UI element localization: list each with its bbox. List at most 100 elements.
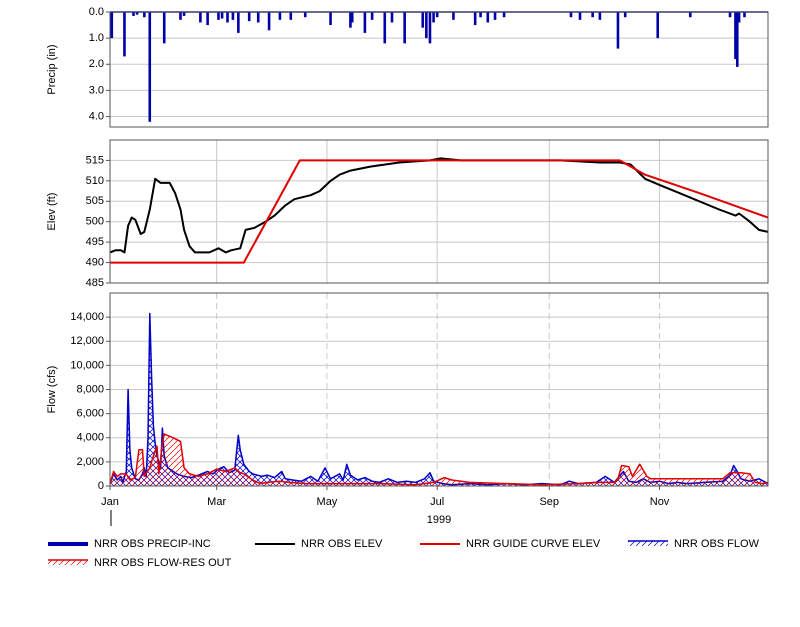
bar bbox=[132, 12, 135, 16]
bar bbox=[743, 12, 746, 18]
bar bbox=[217, 12, 220, 20]
bar bbox=[123, 12, 126, 57]
bar bbox=[728, 12, 732, 18]
y-tick-label: 1.0 bbox=[89, 32, 104, 44]
bar bbox=[256, 12, 260, 23]
y-tick-label: 510 bbox=[86, 175, 104, 187]
y-axis-label: Elev (ft) bbox=[46, 193, 58, 231]
y-tick-label: 3.0 bbox=[89, 84, 104, 96]
x-tick-label: Mar bbox=[207, 496, 226, 508]
bar bbox=[428, 12, 432, 44]
legend-label: NRR OBS PRECIP-INC bbox=[94, 538, 211, 550]
y-tick-label: 0 bbox=[98, 480, 104, 492]
bar bbox=[425, 12, 428, 39]
bar bbox=[473, 12, 477, 26]
bar bbox=[143, 12, 146, 18]
y-tick-label: 515 bbox=[86, 154, 104, 166]
y-tick-label: 495 bbox=[86, 236, 104, 248]
y-tick-label: 490 bbox=[86, 256, 104, 268]
bar bbox=[199, 12, 202, 23]
legend-label: NRR GUIDE CURVE ELEV bbox=[466, 538, 601, 550]
bar bbox=[247, 12, 251, 22]
bar bbox=[623, 12, 627, 18]
bar bbox=[329, 12, 332, 26]
bar bbox=[231, 12, 235, 20]
bar bbox=[452, 12, 455, 20]
bar bbox=[162, 12, 166, 44]
bar bbox=[734, 12, 737, 60]
bar bbox=[656, 12, 660, 39]
y-tick-label: 0.0 bbox=[89, 6, 104, 18]
bar bbox=[502, 12, 506, 18]
legend-label: NRR OBS FLOW-RES OUT bbox=[94, 557, 232, 569]
y-tick-label: 500 bbox=[86, 216, 104, 228]
legend-label: NRR OBS ELEV bbox=[301, 538, 383, 550]
series-line bbox=[109, 157, 769, 254]
bar bbox=[226, 12, 229, 23]
bar bbox=[289, 12, 293, 20]
bar bbox=[363, 12, 367, 33]
y-tick-label: 4,000 bbox=[76, 432, 104, 444]
bar bbox=[278, 12, 282, 20]
legend-label: NRR OBS FLOW bbox=[674, 538, 760, 550]
y-tick-label: 4.0 bbox=[89, 110, 104, 122]
area-fill bbox=[110, 313, 768, 486]
series-line bbox=[110, 159, 769, 264]
bar bbox=[135, 12, 139, 15]
y-tick-label: 10,000 bbox=[70, 359, 104, 371]
y-tick-label: 12,000 bbox=[70, 335, 104, 347]
bar bbox=[383, 12, 387, 44]
bar bbox=[110, 12, 114, 39]
plot-frame bbox=[109, 11, 769, 128]
legend-swatch bbox=[48, 560, 88, 565]
bar bbox=[479, 12, 482, 18]
bar bbox=[267, 12, 271, 31]
plot-frame bbox=[109, 292, 769, 487]
bar bbox=[421, 12, 425, 28]
bar bbox=[370, 12, 374, 20]
y-tick-label: 8,000 bbox=[76, 383, 104, 395]
bar bbox=[616, 12, 620, 49]
series-line bbox=[109, 433, 769, 486]
x-tick-label: Jan bbox=[101, 496, 119, 508]
bar bbox=[390, 12, 394, 23]
bar bbox=[182, 12, 186, 16]
plot-frame bbox=[109, 139, 769, 284]
bar bbox=[403, 12, 406, 44]
bar bbox=[688, 12, 692, 18]
bar bbox=[435, 12, 439, 18]
bar bbox=[349, 12, 352, 28]
bar bbox=[735, 12, 739, 67]
bar bbox=[237, 12, 240, 33]
bar bbox=[350, 12, 354, 23]
x-tick-label: Jul bbox=[430, 496, 444, 508]
x-tick-label: Sep bbox=[539, 496, 559, 508]
bar bbox=[179, 12, 182, 20]
bar bbox=[486, 12, 490, 23]
bar bbox=[569, 12, 573, 18]
bar bbox=[432, 12, 435, 23]
y-tick-label: 14,000 bbox=[70, 311, 104, 323]
legend-swatch bbox=[628, 541, 668, 546]
bar bbox=[303, 12, 307, 18]
y-tick-label: 2.0 bbox=[89, 58, 104, 70]
x-tick-label: Nov bbox=[650, 496, 670, 508]
x-axis-label: 1999 bbox=[427, 514, 451, 526]
x-tick-label: May bbox=[317, 496, 338, 508]
bar bbox=[591, 12, 594, 18]
bar bbox=[148, 12, 152, 122]
bar bbox=[578, 12, 582, 20]
y-axis-label: Precip (in) bbox=[46, 44, 58, 94]
bar bbox=[220, 12, 224, 19]
y-tick-label: 505 bbox=[86, 195, 104, 207]
y-axis-label: Flow (cfs) bbox=[46, 366, 58, 414]
bar bbox=[598, 12, 602, 20]
y-tick-label: 485 bbox=[86, 277, 104, 289]
bar bbox=[493, 12, 497, 20]
series-line bbox=[109, 312, 769, 486]
bar bbox=[206, 12, 209, 26]
bar bbox=[737, 12, 741, 23]
y-tick-label: 6,000 bbox=[76, 408, 104, 420]
y-tick-label: 2,000 bbox=[76, 456, 104, 468]
